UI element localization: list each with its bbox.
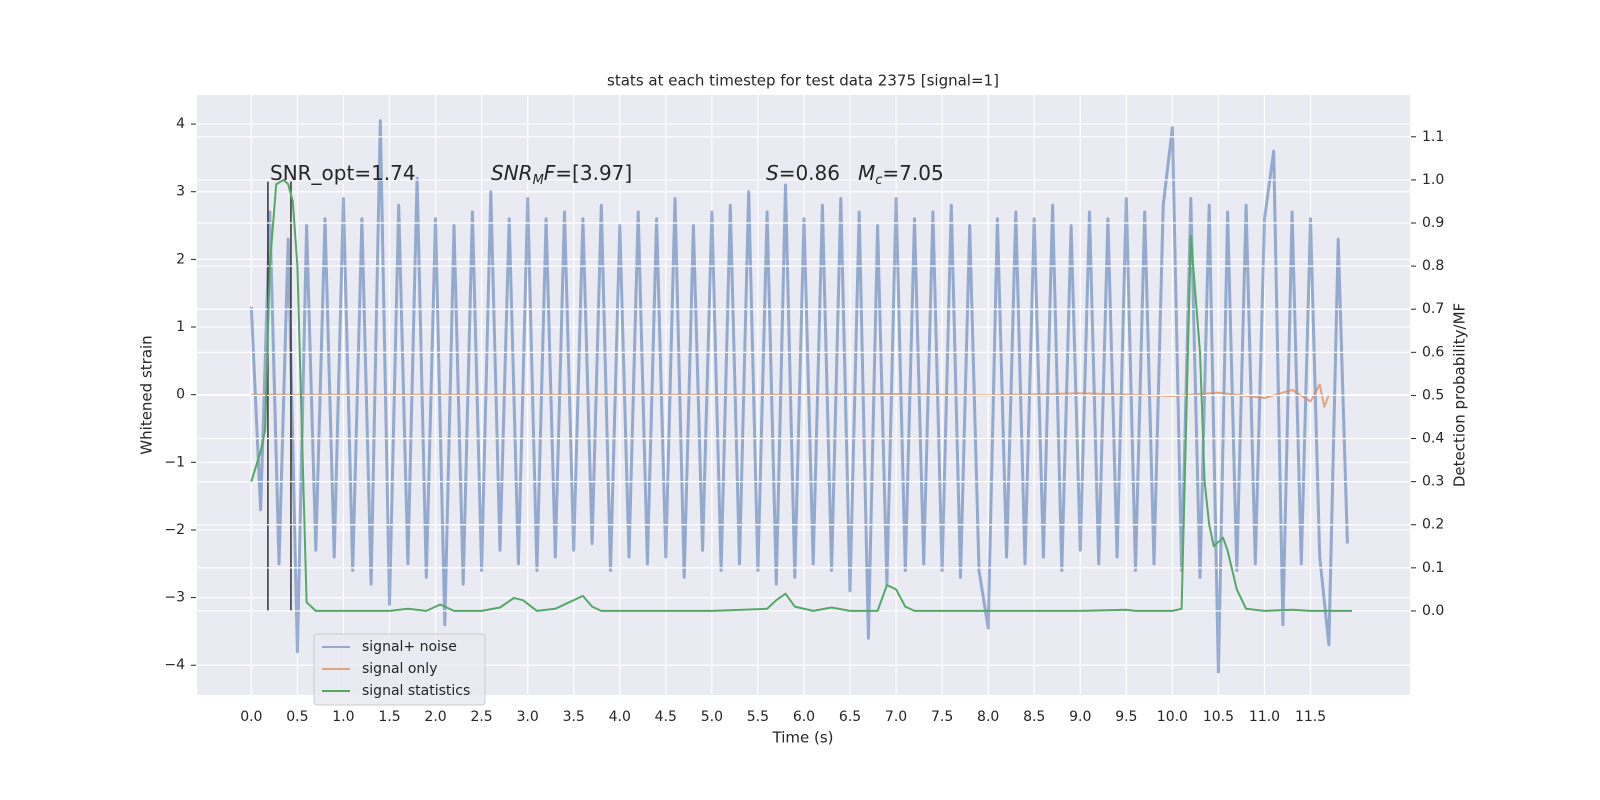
series-line xyxy=(251,383,1330,408)
y2-tick-label: 1.1 xyxy=(1422,129,1444,145)
x-tick-label: 0.0 xyxy=(240,709,262,725)
annotation-part: =[3.97] xyxy=(555,161,632,185)
y2-tick-label: 0.5 xyxy=(1422,387,1444,403)
y2-tick-label: 0.0 xyxy=(1422,603,1444,619)
x-tick-label: 10.5 xyxy=(1203,709,1234,725)
y-tick-label: −3 xyxy=(164,590,185,606)
y2-tick-label: 0.4 xyxy=(1422,431,1444,447)
y2-tick-label: 0.7 xyxy=(1422,301,1444,317)
x-tick-label: 7.5 xyxy=(931,709,953,725)
x-tick-label: 2.5 xyxy=(470,709,492,725)
x-axis-label: Time (s) xyxy=(772,729,834,747)
y-tick-label: 3 xyxy=(176,184,185,200)
x-tick-label: 6.0 xyxy=(793,709,815,725)
annotation: SNR_opt=1.74 xyxy=(270,161,416,185)
x-tick-label: 9.0 xyxy=(1069,709,1091,725)
y2-tick-label: 0.9 xyxy=(1422,215,1444,231)
annotation-part: M xyxy=(533,173,544,188)
legend-box xyxy=(313,633,486,706)
x-tick-label: 5.0 xyxy=(701,709,723,725)
y-axis-label: Whitened strain xyxy=(138,335,156,454)
y-tick-label: −4 xyxy=(164,657,185,673)
x-tick-label: 3.0 xyxy=(517,709,539,725)
y-tick-label: 1 xyxy=(176,319,185,335)
annotation-part: S xyxy=(766,161,779,185)
y-tick-label: −1 xyxy=(164,454,185,470)
x-tick-label: 2.0 xyxy=(424,709,446,725)
chart-title: stats at each timestep for test data 237… xyxy=(607,72,999,90)
y-tick-label: −2 xyxy=(164,522,185,538)
y2-tick-label: 0.2 xyxy=(1422,517,1444,533)
annotation-part: SNR xyxy=(491,161,533,185)
x-tick-label: 8.0 xyxy=(977,709,999,725)
x-tick-label: 3.5 xyxy=(563,709,585,725)
annotation: SNRMF=[3.97] xyxy=(491,161,632,188)
y2-tick-label: 0.6 xyxy=(1422,344,1444,360)
x-tick-label: 4.0 xyxy=(609,709,631,725)
y-tick-label: 4 xyxy=(176,116,185,132)
y2-tick-label: 1.0 xyxy=(1422,172,1444,188)
legend-label: signal+ noise xyxy=(362,639,457,655)
x-tick-label: 10.0 xyxy=(1157,709,1188,725)
x-tick-label: 6.5 xyxy=(839,709,861,725)
legend-label: signal statistics xyxy=(362,683,470,699)
x-tick-label: 1.5 xyxy=(378,709,400,725)
x-tick-label: 1.0 xyxy=(332,709,354,725)
x-tick-label: 11.0 xyxy=(1249,709,1280,725)
y2-tick-label: 0.3 xyxy=(1422,474,1444,490)
y2-axis-label: Detection probability/MF xyxy=(1451,303,1469,487)
annotation-part: =0.86 xyxy=(779,161,840,185)
x-tick-label: 4.5 xyxy=(655,709,677,725)
annotation: S=0.86 xyxy=(766,161,840,185)
y-tick-label: 2 xyxy=(176,251,185,267)
y2-tick-label: 0.1 xyxy=(1422,560,1444,576)
y2-tick-label: 0.8 xyxy=(1422,258,1444,274)
x-tick-label: 7.0 xyxy=(885,709,907,725)
x-tick-label: 11.5 xyxy=(1295,709,1326,725)
series-line xyxy=(249,119,1349,674)
x-tick-label: 0.5 xyxy=(286,709,308,725)
annotation-part: =7.05 xyxy=(882,161,943,185)
legend-label: signal only xyxy=(362,661,437,677)
annotation-part: SNR_opt=1.74 xyxy=(270,161,416,185)
plot-layer-2 xyxy=(250,178,1352,612)
annotation-part: c xyxy=(875,173,882,188)
annotation: Mc=7.05 xyxy=(858,161,944,188)
annotation-part: F xyxy=(544,161,556,185)
plot-layer xyxy=(249,119,1349,674)
x-tick-label: 9.5 xyxy=(1115,709,1137,725)
series-line xyxy=(250,178,1352,612)
x-tick-label: 5.5 xyxy=(747,709,769,725)
x-tick-label: 8.5 xyxy=(1023,709,1045,725)
y-tick-label: 0 xyxy=(176,387,185,403)
annotation-part: M xyxy=(858,161,875,185)
